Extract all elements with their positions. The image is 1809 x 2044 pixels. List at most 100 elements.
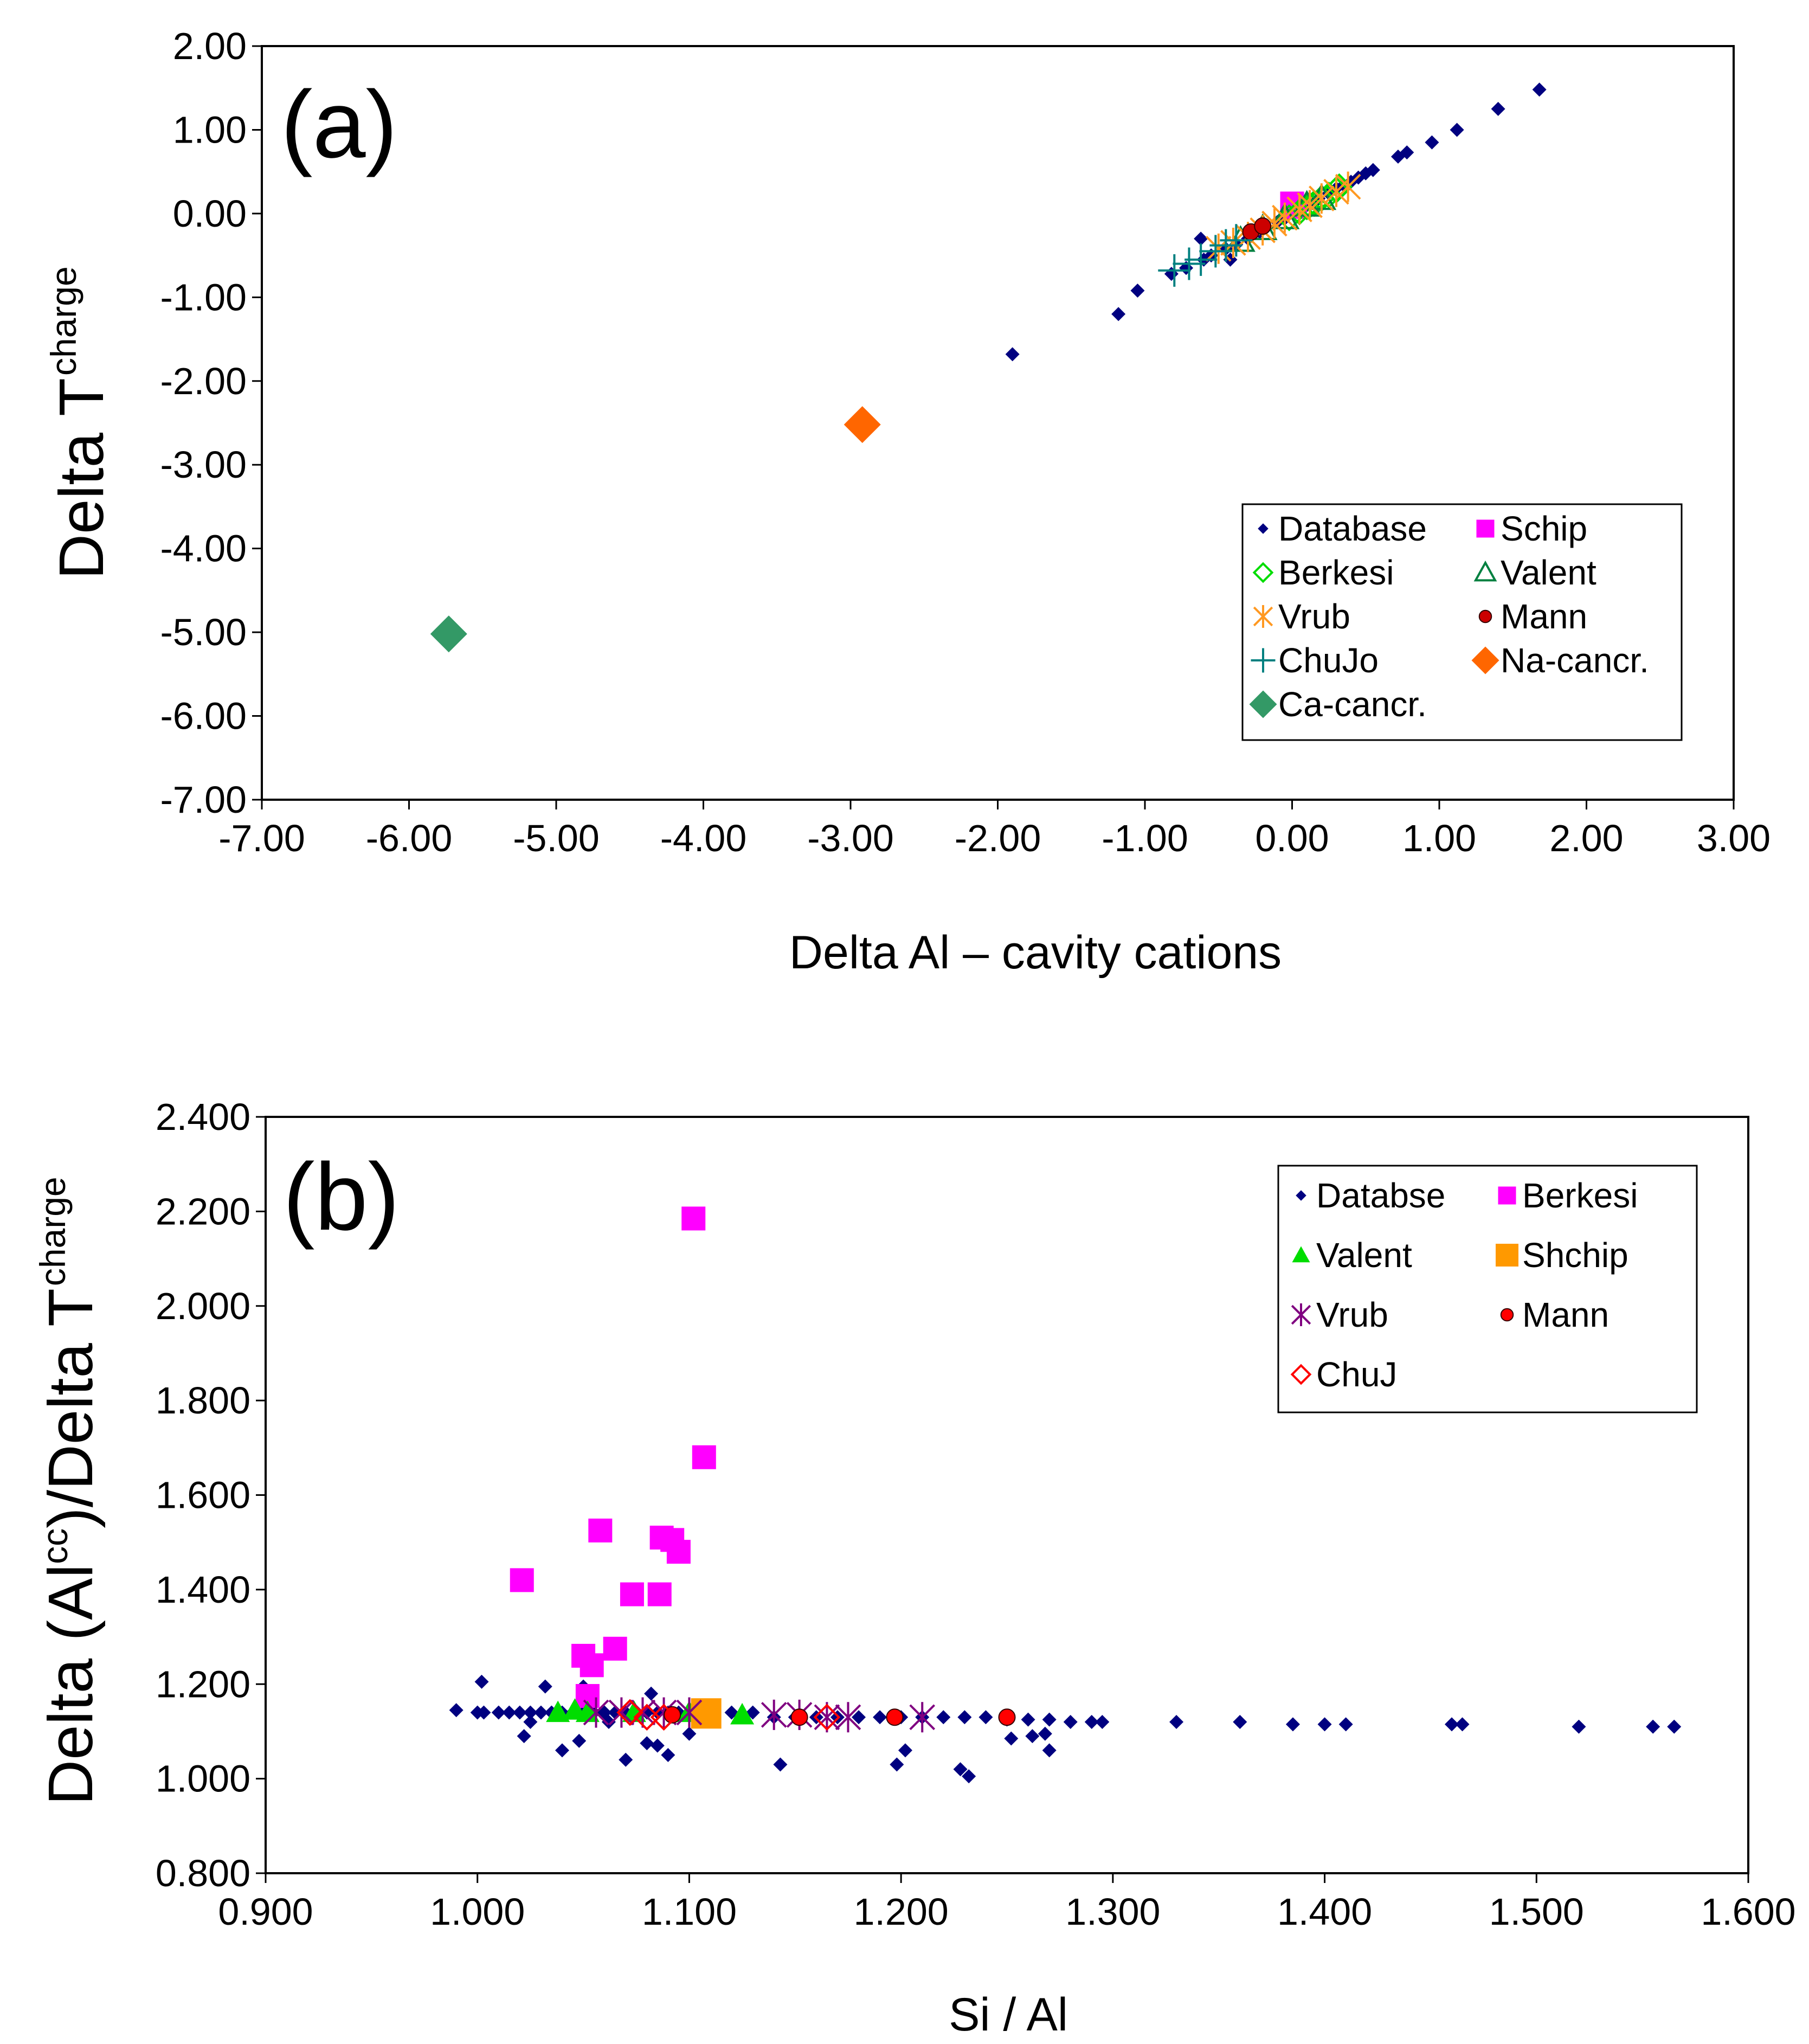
data-point-b-shape bbox=[953, 1762, 968, 1777]
data-point-b bbox=[1572, 1719, 1586, 1734]
data-point-b-shape bbox=[533, 1705, 548, 1720]
data-point-b bbox=[517, 1729, 531, 1744]
data-point-b bbox=[622, 1700, 646, 1722]
y-tick-label-a: -7.00 bbox=[160, 779, 247, 821]
data-point-b bbox=[510, 1568, 534, 1592]
data-point-a bbox=[1164, 267, 1179, 281]
data-point-b bbox=[538, 1679, 552, 1694]
data-point-b bbox=[1169, 1715, 1184, 1729]
data-point-b-shape bbox=[588, 1518, 613, 1542]
legend-items-a: Database Schip Berkesi Valent Vrub Mann ChuJo N… bbox=[1249, 509, 1649, 724]
y-axis-label-a-main: Delta T bbox=[46, 378, 117, 580]
data-point-b bbox=[1233, 1715, 1247, 1729]
data-point-b-shape bbox=[1042, 1712, 1057, 1727]
legend-label-b: Databse bbox=[1316, 1176, 1445, 1215]
data-point-b bbox=[1021, 1712, 1035, 1727]
legend-box-a bbox=[1241, 503, 1683, 741]
x-tick-label-a: 0.00 bbox=[1255, 817, 1329, 859]
legend-marker-a bbox=[1478, 609, 1492, 624]
y-tick-label-b: 2.200 bbox=[156, 1190, 250, 1232]
legend-label-b: Vrub bbox=[1316, 1295, 1388, 1334]
data-point-a bbox=[1111, 307, 1126, 322]
data-point-a-shape bbox=[1005, 347, 1020, 362]
legend-label-a: Vrub bbox=[1278, 597, 1350, 636]
data-point-b bbox=[1042, 1712, 1057, 1727]
data-point-b-shape bbox=[1285, 1717, 1300, 1732]
data-point-b bbox=[873, 1710, 887, 1725]
legend-item-b: Valent bbox=[1292, 1236, 1412, 1275]
y-axis-label-a: Delta Tcharge bbox=[43, 266, 117, 580]
legend-item-b: Shchip bbox=[1496, 1236, 1628, 1275]
data-point-b bbox=[936, 1710, 951, 1725]
data-point-b-shape bbox=[647, 1582, 672, 1606]
data-point-a bbox=[1005, 347, 1020, 362]
data-point-a bbox=[1272, 202, 1298, 233]
legend-label-a: Berkesi bbox=[1278, 553, 1394, 592]
data-point-b-shape bbox=[898, 1743, 912, 1758]
data-point-a bbox=[430, 615, 467, 653]
data-point-b-shape bbox=[601, 1715, 616, 1729]
y-tick-label-a: 2.00 bbox=[173, 25, 247, 67]
x-ticks-b: 0.900 1.000 1.100 1.200 1.300 1.400 1.500 1.600 bbox=[218, 1873, 1796, 1933]
data-point-b-shape bbox=[622, 1700, 646, 1722]
data-point-b-shape bbox=[962, 1769, 976, 1784]
data-point-b bbox=[1042, 1743, 1057, 1758]
data-point-b-shape bbox=[692, 1445, 716, 1469]
data-point-a bbox=[1308, 183, 1335, 214]
data-point-b bbox=[477, 1705, 491, 1720]
legend-marker-a bbox=[1471, 646, 1499, 674]
data-point-a-shape bbox=[1254, 217, 1272, 235]
data-point-b bbox=[909, 1702, 936, 1733]
x-axis-label-a: Delta Al – cavity cations bbox=[789, 927, 1282, 979]
legend-marker-b bbox=[1500, 1308, 1514, 1322]
panel-label-b: (b) bbox=[283, 1144, 400, 1250]
legend-marker-a bbox=[1473, 560, 1497, 582]
data-point-b bbox=[601, 1715, 616, 1729]
data-point-b-shape bbox=[998, 1708, 1016, 1726]
data-point-b-shape bbox=[546, 1700, 570, 1722]
data-point-b bbox=[1038, 1726, 1052, 1741]
data-point-b bbox=[650, 1704, 678, 1731]
data-point-b-shape bbox=[1095, 1715, 1110, 1729]
data-point-a-shape bbox=[1425, 135, 1439, 150]
data-point-a-shape bbox=[1400, 145, 1414, 160]
data-point-b bbox=[588, 1518, 613, 1542]
data-point-b bbox=[533, 1705, 548, 1720]
legend-item-a: Vrub bbox=[1253, 597, 1350, 636]
data-point-b bbox=[761, 1699, 787, 1730]
legend-item-a: Mann bbox=[1478, 597, 1587, 636]
data-point-a bbox=[1400, 145, 1414, 160]
data-point-b-shape bbox=[619, 1752, 633, 1767]
data-point-b-shape bbox=[886, 1708, 904, 1726]
legend-marker-b bbox=[1498, 1186, 1516, 1205]
data-point-b-shape bbox=[957, 1710, 972, 1725]
data-point-b bbox=[1455, 1717, 1470, 1732]
data-point-b-shape bbox=[790, 1708, 808, 1726]
x-tick-label-b: 1.200 bbox=[854, 1891, 949, 1933]
y-axis-label-a-sup: charge bbox=[43, 266, 83, 376]
data-point-b-shape bbox=[644, 1686, 659, 1701]
x-ticks-a: -7.00 -6.00 -5.00 -4.00 -3.00 -2.00 -1.00 0.00 1… bbox=[218, 800, 1771, 859]
data-point-b-shape bbox=[517, 1729, 531, 1744]
data-point-b-shape bbox=[661, 1748, 675, 1763]
data-point-a-shape bbox=[1491, 101, 1505, 116]
series-a-chujo bbox=[1158, 224, 1253, 287]
data-point-b-shape bbox=[1445, 1717, 1459, 1732]
y-ticks-b: 2.400 2.200 2.000 1.800 1.600 1.400 1.200 1.000… bbox=[156, 1096, 266, 1894]
data-point-a-shape bbox=[844, 406, 881, 443]
y-axis-label-b: Delta (Alcc)/Delta Tcharge bbox=[33, 1177, 106, 1805]
data-point-b-shape bbox=[491, 1705, 506, 1720]
legend-a: Database Schip Berkesi Valent Vrub Mann ChuJo N… bbox=[1241, 503, 1683, 741]
data-point-b-shape bbox=[773, 1757, 788, 1772]
data-point-b-shape bbox=[1338, 1717, 1353, 1732]
legend-item-a: Database bbox=[1258, 509, 1427, 548]
data-point-a bbox=[1194, 232, 1208, 246]
data-point-b bbox=[647, 1582, 672, 1606]
x-tick-label-a: -1.00 bbox=[1102, 817, 1188, 859]
y-tick-label-a: 1.00 bbox=[173, 108, 247, 151]
data-point-a bbox=[1286, 194, 1312, 225]
legend-label-b: Valent bbox=[1316, 1236, 1412, 1275]
data-point-a bbox=[1220, 224, 1253, 257]
x-tick-label-b: 1.500 bbox=[1489, 1891, 1584, 1933]
